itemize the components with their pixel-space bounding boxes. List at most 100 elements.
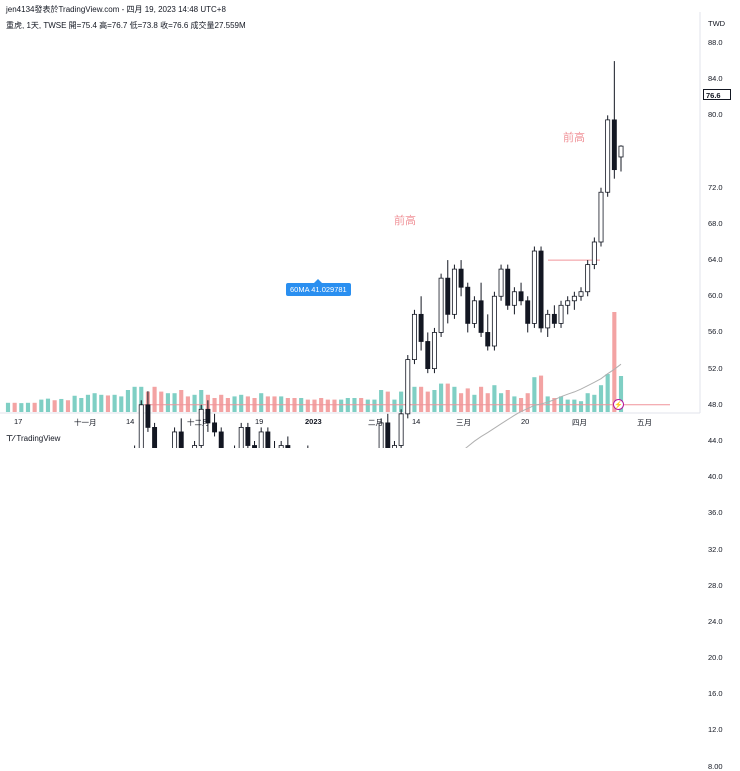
candle-body	[265, 431, 271, 448]
volume-bar	[85, 394, 91, 412]
volume-bar	[472, 394, 477, 412]
time-tick: 五月	[637, 418, 652, 427]
candlestick-chart[interactable]	[0, 0, 740, 448]
candle-body	[531, 250, 537, 324]
candle-body	[145, 404, 151, 428]
prev-high-label-2: 前高	[563, 132, 585, 144]
volume-bar	[512, 396, 517, 412]
volume-bar	[585, 393, 590, 412]
volume-bar	[59, 398, 64, 412]
footer-brand-text: TradingView	[16, 434, 61, 443]
time-tick: 十二月	[187, 418, 210, 427]
candle-body	[498, 268, 504, 297]
volume-bar	[125, 390, 131, 412]
current-price-label: 76.6	[703, 89, 731, 100]
volume-bar	[172, 393, 177, 412]
volume-bar	[432, 390, 437, 412]
price-tick: 88.0	[708, 38, 723, 47]
volume-bar	[365, 399, 370, 412]
candle-body	[478, 300, 484, 333]
volume-bar	[505, 390, 510, 412]
time-tick: 19	[255, 417, 264, 426]
price-tick: 52.0	[708, 363, 723, 373]
footer-brand[interactable]: ⊤⁄ TradingView	[6, 434, 60, 443]
candle-body	[538, 250, 544, 329]
currency-label: TWD	[708, 19, 726, 28]
candle-body	[571, 295, 577, 302]
symbol-info[interactable]: 重虎, 1天, TWSE 開=75.4 高=76.7 低=73.8 收=76.6…	[6, 21, 246, 30]
candle-body	[431, 332, 437, 370]
candle-body	[138, 404, 144, 448]
volume-bar	[465, 388, 470, 412]
volume-bar	[598, 385, 604, 412]
price-tick: 48.0	[708, 399, 723, 409]
ma-line-path	[465, 363, 622, 448]
volume-bar	[105, 395, 111, 412]
candles[interactable]	[6, 61, 624, 448]
candle-body	[585, 264, 591, 293]
candle-body	[505, 268, 511, 306]
volume-bar	[52, 400, 57, 412]
candle-body	[192, 445, 198, 448]
tradingview-logo-icon: ⊤⁄	[6, 434, 15, 443]
candle-body	[465, 286, 471, 324]
price-tick: 68.0	[708, 218, 723, 228]
volume-bar	[565, 399, 570, 412]
volume-bar	[112, 394, 117, 412]
price-tick: 16.0	[708, 689, 723, 699]
volume-bar	[92, 393, 97, 412]
volume-bar	[65, 400, 71, 412]
prev-high-label-1: 前高	[394, 215, 416, 227]
volume-bar	[545, 396, 550, 412]
time-tick: 2023	[305, 417, 322, 426]
volume-bar	[412, 386, 417, 412]
price-tick: 84.0	[708, 74, 723, 84]
volume-bar	[558, 396, 564, 412]
candle-body	[558, 304, 564, 324]
candle-body	[618, 145, 624, 158]
time-tick: 十一月	[74, 418, 97, 427]
price-tick: 60.0	[708, 291, 723, 301]
candle-body	[598, 191, 604, 243]
candle-body	[591, 241, 597, 266]
volume-bar	[372, 399, 377, 412]
volume-bar	[32, 402, 37, 412]
volume-bar	[39, 399, 44, 412]
candle-body	[518, 291, 524, 302]
price-tick: 72.0	[708, 182, 723, 192]
volume-bar	[439, 383, 444, 412]
volume-bar	[179, 390, 184, 412]
volume-bar	[79, 398, 84, 412]
price-tick: 56.0	[708, 327, 723, 337]
volume-bar	[25, 402, 31, 412]
ma-value-tag: 60MA 41.029781	[286, 279, 351, 296]
volume-bar	[339, 399, 344, 412]
lightning-icon[interactable]: ⚡	[613, 399, 624, 410]
time-tick: 三月	[456, 418, 471, 427]
volume-bar	[265, 396, 270, 412]
candle-body	[252, 445, 257, 448]
price-tick: 12.0	[708, 725, 723, 735]
volume-bar	[72, 395, 77, 412]
candle-body	[551, 313, 557, 324]
candle-body	[205, 408, 211, 424]
candle-body	[458, 268, 464, 288]
volume-bar	[305, 399, 310, 412]
candle-body	[611, 119, 617, 171]
time-tick: 四月	[572, 418, 587, 427]
volume-bar	[379, 390, 384, 412]
volume-bar	[272, 396, 277, 412]
time-tick: 20	[521, 417, 530, 426]
price-tick: 20.0	[708, 653, 723, 663]
volume-bar	[392, 399, 397, 412]
volume-bar	[19, 403, 24, 412]
price-tick: 40.0	[708, 472, 723, 482]
volume-bar	[578, 401, 584, 412]
volume-bar	[592, 394, 597, 412]
volume-bar	[485, 393, 490, 412]
price-tick: 64.0	[708, 255, 723, 265]
volume-bar	[445, 383, 450, 412]
volume-bar	[332, 399, 337, 412]
volume-bar	[312, 399, 317, 412]
